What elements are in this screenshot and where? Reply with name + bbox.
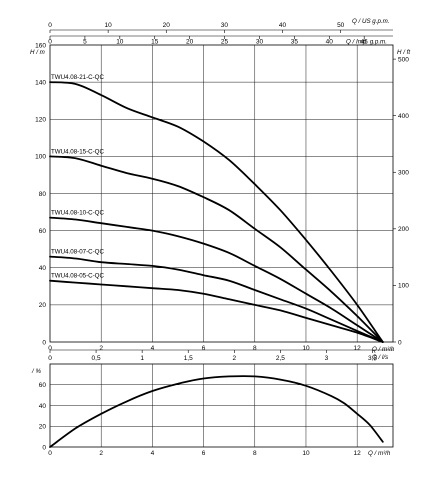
q-m3h-tick-bottom: 2 <box>99 450 103 457</box>
efficiency-chart-frame <box>49 363 394 448</box>
grid <box>50 45 393 447</box>
q-m3h-tick-bottom: 10 <box>302 450 310 457</box>
q-m3h-tick: 6 <box>202 345 206 352</box>
q-m3h-label: Q / m³/h <box>372 346 395 353</box>
curves: TWU4.08-21-C-QC TWU4.08-15-C-QC TWU4.08-10… <box>49 74 384 448</box>
head-curve-0 <box>49 81 384 343</box>
q-m3h-label-bottom: Q / m³/h <box>368 450 391 457</box>
q-m3h-tick-bottom: 12 <box>354 450 362 457</box>
q-m3h-tick: 8 <box>253 345 257 352</box>
head-curve-2 <box>49 216 384 343</box>
imp-gpm-tick: 30 <box>256 39 264 46</box>
imp-gpm-tick: 5 <box>83 39 87 46</box>
eff-tick: 40 <box>39 403 47 410</box>
curve-label-2: TWU4.08-10-C-QC <box>51 210 104 217</box>
h-m-label: H / m <box>30 49 45 56</box>
efficiency-curve <box>49 375 384 448</box>
us-gpm-tick: 20 <box>163 22 171 29</box>
imp-gpm-tick: 20 <box>186 39 194 46</box>
h-ft-tick: 200 <box>398 226 409 233</box>
h-m-tick: 80 <box>39 191 47 198</box>
us-gpm-tick: 10 <box>105 22 113 29</box>
h-m-tick: 140 <box>35 79 46 86</box>
imp-gpm-tick: 10 <box>116 39 124 46</box>
ls-tick: 0,5 <box>92 355 101 362</box>
q-m3h-tick: 12 <box>354 345 362 352</box>
ls-tick: 1,5 <box>184 355 193 362</box>
tick-labels: 0022446688101012120204060801001201401600… <box>35 22 409 457</box>
imp-gpm-label: Q / Imp. g.p.m. <box>346 39 387 46</box>
ls-tick: 0 <box>48 355 52 362</box>
q-m3h-tick: 10 <box>302 345 310 352</box>
h-m-tick: 60 <box>39 228 47 235</box>
imp-gpm-tick: 0 <box>48 39 52 46</box>
ls-tick: 1 <box>140 355 144 362</box>
imp-gpm-tick: 15 <box>151 39 159 46</box>
curve-label-0: TWU4.08-21-C-QC <box>51 74 104 81</box>
h-m-tick: 100 <box>35 154 46 161</box>
curve-label-3: TWU4.08-07-C-QC <box>51 249 104 256</box>
imp-gpm-tick: 40 <box>326 39 334 46</box>
imp-gpm-tick: 45 <box>361 39 369 46</box>
us-gpm-tick: 40 <box>279 22 287 29</box>
us-gpm-label: Q / US g.p.m. <box>352 18 389 25</box>
ls-tick: 3,5 <box>368 355 377 362</box>
eff-tick: 20 <box>39 424 47 431</box>
ls-tick: 2 <box>232 355 236 362</box>
h-ft-tick: 500 <box>398 56 409 63</box>
curve-label-1: TWU4.08-15-C-QC <box>51 148 104 155</box>
ls-tick: 2,5 <box>276 355 285 362</box>
axis-labels: H / m H / ft Q / US g.p.m. Q / Imp. g.p.m. Q… <box>30 18 410 457</box>
head-chart-frame <box>49 44 394 343</box>
q-m3h-tick-bottom: 0 <box>48 450 52 457</box>
us-gpm-tick: 30 <box>221 22 229 29</box>
imp-gpm-tick: 25 <box>221 39 229 46</box>
q-m3h-tick: 0 <box>48 345 52 352</box>
head-curve-1 <box>49 155 384 343</box>
head-curve-3 <box>49 255 384 343</box>
h-m-tick: 20 <box>39 302 47 309</box>
h-m-tick: 0 <box>42 339 46 346</box>
h-ft-tick: 300 <box>398 170 409 177</box>
h-m-tick: 40 <box>39 265 47 272</box>
h-ft-tick: 100 <box>398 283 409 290</box>
us-gpm-tick: 50 <box>337 22 345 29</box>
us-gpm-tick: 0 <box>48 22 52 29</box>
h-m-tick: 160 <box>35 42 46 49</box>
q-m3h-tick-bottom: 8 <box>253 450 257 457</box>
ls-tick: 3 <box>325 355 329 362</box>
q-ls-label: Q / l/s <box>372 354 388 361</box>
q-m3h-tick: 4 <box>151 345 155 352</box>
h-m-tick: 120 <box>35 117 46 124</box>
frames <box>49 44 394 448</box>
q-m3h-tick: 2 <box>99 345 103 352</box>
h-ft-tick: 400 <box>398 113 409 120</box>
h-ft-tick: 0 <box>398 339 402 346</box>
eff-tick: 0 <box>42 444 46 451</box>
head-curve-4 <box>49 279 384 343</box>
curve-label-4: TWU4.08-05-C-QC <box>51 273 104 280</box>
h-ft-label: H / ft <box>397 49 410 56</box>
imp-gpm-tick: 35 <box>291 39 299 46</box>
q-m3h-tick-bottom: 4 <box>151 450 155 457</box>
eff-label: / % <box>31 368 41 375</box>
q-m3h-tick-bottom: 6 <box>202 450 206 457</box>
eff-tick: 60 <box>39 382 47 389</box>
